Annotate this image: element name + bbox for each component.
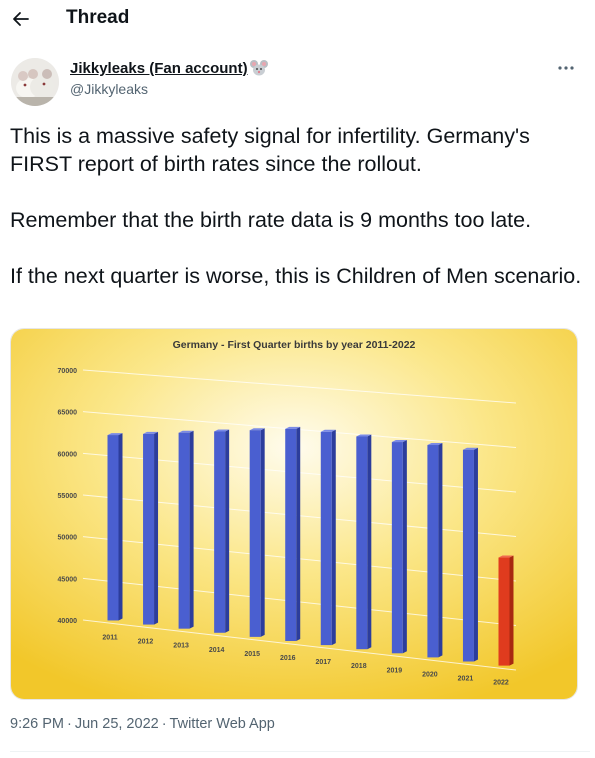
- bar: [462, 447, 478, 662]
- x-tick-label: 2016: [280, 655, 296, 662]
- tweet-paragraph: Remember that the birth rate data is 9 m…: [10, 208, 532, 232]
- x-tick-label: 2013: [173, 643, 189, 650]
- thread-header: Thread: [0, 0, 595, 38]
- arrow-left-icon[interactable]: [8, 6, 34, 32]
- bar: [391, 440, 407, 654]
- divider: [10, 751, 590, 752]
- x-tick-label: 2021: [458, 676, 474, 683]
- tweet-text: This is a massive safety signal for infe…: [10, 122, 585, 318]
- mice-avatar-image: [11, 58, 59, 106]
- bar: [249, 428, 265, 637]
- gridline: [82, 369, 517, 404]
- y-tick-label: 70000: [58, 368, 78, 375]
- tweet-date[interactable]: Jun 25, 2022: [74, 716, 159, 732]
- avatar[interactable]: [11, 58, 59, 106]
- bar: [498, 555, 514, 666]
- mouse-face-icon: [250, 60, 268, 76]
- tweet-paragraph: If the next quarter is worse, this is Ch…: [10, 264, 582, 288]
- tweet-paragraph: This is a massive safety signal for infe…: [10, 124, 530, 176]
- x-tick-label: 2018: [351, 663, 367, 670]
- x-tick-label: 2020: [422, 671, 438, 678]
- bar-chart: Germany - First Quarter births by year 2…: [11, 329, 577, 699]
- x-tick-label: 2019: [387, 667, 403, 674]
- author-handle[interactable]: @Jikkyleaks: [70, 81, 149, 97]
- y-tick-label: 55000: [58, 493, 78, 500]
- y-tick-label: 60000: [58, 451, 78, 458]
- bar: [356, 434, 372, 650]
- y-tick-label: 45000: [58, 576, 78, 583]
- tweet-media-chart[interactable]: Germany - First Quarter births by year 2…: [10, 328, 578, 700]
- x-tick-label: 2017: [315, 659, 331, 666]
- x-tick-label: 2014: [209, 647, 225, 654]
- more-horizontal-icon[interactable]: [556, 60, 576, 76]
- bar: [107, 433, 123, 621]
- y-tick-label: 40000: [58, 618, 78, 625]
- x-tick-label: 2022: [493, 680, 509, 687]
- gridline: [82, 619, 517, 671]
- x-tick-label: 2011: [102, 634, 117, 641]
- meta-separator: ·: [161, 716, 167, 732]
- bar: [143, 431, 159, 625]
- author-name[interactable]: Jikkyleaks (Fan account): [70, 60, 248, 77]
- meta-separator: ·: [67, 716, 72, 732]
- tweet-source-app[interactable]: Twitter Web App: [169, 716, 275, 732]
- x-tick-label: 2012: [138, 639, 154, 646]
- bar: [320, 429, 336, 646]
- bar: [214, 429, 230, 633]
- y-tick-label: 65000: [58, 410, 78, 417]
- x-tick-label: 2015: [244, 651, 260, 658]
- page-title: Thread: [66, 7, 130, 28]
- bar: [178, 430, 194, 629]
- chart-title: Germany - First Quarter births by year 2…: [173, 339, 416, 351]
- y-tick-label: 50000: [58, 535, 78, 542]
- tweet-meta: 9:26 PM · Jun 25, 2022 · Twitter Web App: [10, 716, 275, 732]
- bar: [427, 443, 443, 658]
- tweet-time[interactable]: 9:26 PM: [10, 716, 64, 732]
- bar: [285, 426, 301, 641]
